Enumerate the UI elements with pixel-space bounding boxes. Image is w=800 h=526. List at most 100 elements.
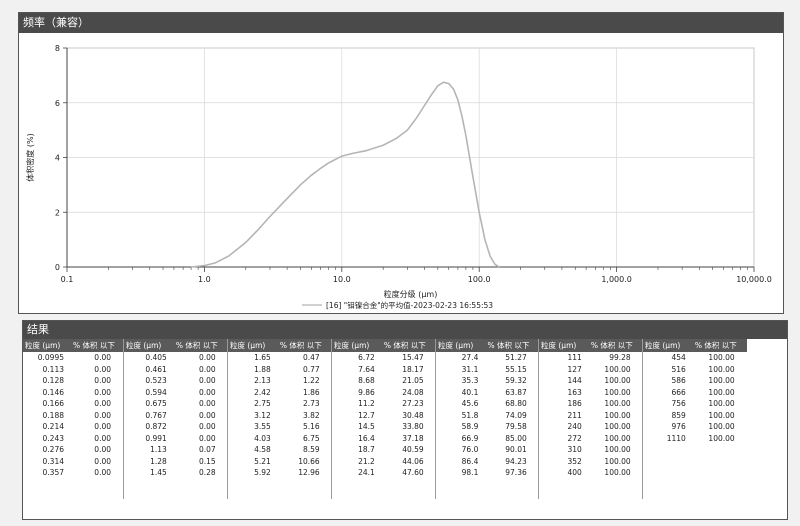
size-cell: 586 [671, 376, 686, 385]
results-column: 粒度 (μm)% 体积 以下 0.0995 0.00 0.113 0.00 0.128 0.… [23, 339, 123, 499]
size-cell: 51.8 [461, 410, 479, 420]
header-size: 粒度 (μm) [25, 341, 61, 350]
table-row: 0.872 0.00 [124, 421, 228, 433]
size-cell: 454 [671, 353, 686, 362]
size-cell: 211 [567, 410, 582, 420]
size-cell: 0.146 [42, 387, 64, 397]
volume-below-cell: 0.00 [198, 410, 216, 420]
y-axis-title: 体积密度 (%) [25, 133, 35, 181]
size-cell: 516 [671, 364, 686, 374]
size-cell: 0.767 [145, 410, 167, 420]
size-cell: 14.5 [358, 422, 375, 431]
table-row: 6.72 15.47 [332, 352, 436, 364]
volume-below-cell: 51.27 [505, 353, 527, 362]
x-tick-label: 0.1 [61, 275, 74, 284]
volume-below-cell: 21.05 [402, 376, 424, 385]
size-cell: 0.214 [42, 422, 64, 431]
size-cell: 58.9 [461, 422, 479, 431]
volume-below-cell: 1.22 [302, 376, 320, 385]
header-volume-below: % 体积 以下 [73, 341, 115, 350]
size-cell: 7.64 [358, 364, 375, 374]
volume-below-cell: 100.00 [708, 353, 735, 362]
volume-below-cell: 0.77 [302, 364, 320, 374]
size-cell: 240 [567, 422, 582, 431]
size-cell: 272 [567, 433, 582, 443]
size-cell: 18.7 [358, 445, 375, 454]
size-cell: 45.6 [461, 399, 479, 408]
table-row: 272 100.00 [539, 433, 643, 445]
volume-below-cell: 85.00 [505, 433, 527, 443]
y-tick-label: 2 [55, 208, 60, 217]
size-cell: 0.113 [42, 364, 64, 374]
volume-below-cell: 33.80 [402, 422, 424, 431]
volume-below-cell: 44.06 [402, 456, 424, 466]
table-row: 16.4 37.18 [332, 433, 436, 445]
header-volume-below: % 体积 以下 [487, 341, 530, 350]
header-size: 粒度 (μm) [126, 341, 162, 350]
table-row: 127 100.00 [539, 364, 643, 376]
size-cell: 0.128 [42, 376, 64, 385]
table-row: 9.86 24.08 [332, 387, 436, 399]
volume-below-cell: 100.00 [708, 433, 735, 443]
size-cell: 0.523 [145, 376, 167, 385]
table-row: 7.64 18.17 [332, 364, 436, 376]
volume-below-cell: 0.07 [198, 445, 216, 454]
table-row: 0.113 0.00 [23, 364, 123, 376]
table-row: 0.188 0.00 [23, 410, 123, 422]
results-column: 粒度 (μm)% 体积 以下 1.65 0.47 1.88 0.77 2.13 1.22 2.… [227, 339, 332, 499]
volume-below-cell: 0.28 [198, 468, 216, 477]
results-column-header: 粒度 (μm) % 体积 以下 [436, 339, 539, 352]
volume-below-cell: 59.32 [505, 376, 527, 385]
x-tick-label: 10.0 [333, 275, 351, 284]
volume-below-cell: 40.59 [402, 445, 424, 454]
size-cell: 0.461 [145, 364, 167, 374]
volume-below-cell: 0.00 [198, 364, 216, 374]
header-volume-below: % 体积 以下 [383, 341, 426, 350]
results-column-header: 粒度 (μm) % 体积 以下 [23, 339, 123, 352]
table-row: 0.767 0.00 [124, 410, 228, 422]
y-tick-label: 0 [55, 263, 60, 272]
table-row: 3.55 5.16 [228, 421, 332, 433]
table-row: 3.12 3.82 [228, 410, 332, 422]
volume-below-cell: 10.66 [298, 456, 320, 466]
volume-below-cell: 2.73 [302, 399, 320, 408]
table-row: 11.2 27.23 [332, 398, 436, 410]
table-row: 27.4 51.27 [436, 352, 539, 364]
size-cell: 859 [671, 410, 686, 420]
volume-below-cell: 63.87 [505, 387, 527, 397]
x-tick-label: 1,000.0 [601, 275, 632, 284]
table-row: 586 100.00 [643, 375, 747, 387]
table-row: 0.276 0.00 [23, 444, 123, 456]
size-cell: 12.7 [358, 410, 375, 420]
volume-below-cell: 6.75 [302, 433, 320, 443]
table-row: 0.523 0.00 [124, 375, 228, 387]
table-row: 51.8 74.09 [436, 410, 539, 422]
volume-below-cell: 100.00 [604, 399, 631, 408]
y-tick-label: 4 [55, 154, 60, 163]
volume-below-cell: 100.00 [604, 422, 631, 431]
volume-below-cell: 24.08 [402, 387, 424, 397]
table-row: 21.2 44.06 [332, 456, 436, 468]
table-row: 76.0 90.01 [436, 444, 539, 456]
table-row: 0.166 0.00 [23, 398, 123, 410]
volume-below-cell: 0.00 [94, 445, 111, 454]
volume-below-cell: 8.59 [302, 445, 320, 454]
size-cell: 1110 [666, 433, 686, 443]
size-cell: 111 [567, 353, 582, 362]
table-row: 0.0995 0.00 [23, 352, 123, 364]
table-row: 2.13 1.22 [228, 375, 332, 387]
size-cell: 0.872 [145, 422, 167, 431]
results-column-header: 粒度 (μm) % 体积 以下 [124, 339, 228, 352]
table-row: 516 100.00 [643, 364, 747, 376]
header-volume-below: % 体积 以下 [279, 341, 322, 350]
size-cell: 0.276 [42, 445, 64, 454]
results-column-header: 粒度 (μm) % 体积 以下 [228, 339, 332, 352]
table-row: 0.991 0.00 [124, 433, 228, 445]
volume-below-cell: 68.80 [505, 399, 527, 408]
table-row: 4.03 6.75 [228, 433, 332, 445]
table-row: 756 100.00 [643, 398, 747, 410]
size-cell: 8.68 [358, 376, 375, 385]
table-row: 66.9 85.00 [436, 433, 539, 445]
size-cell: 0.594 [145, 387, 167, 397]
header-size: 粒度 (μm) [541, 341, 577, 350]
